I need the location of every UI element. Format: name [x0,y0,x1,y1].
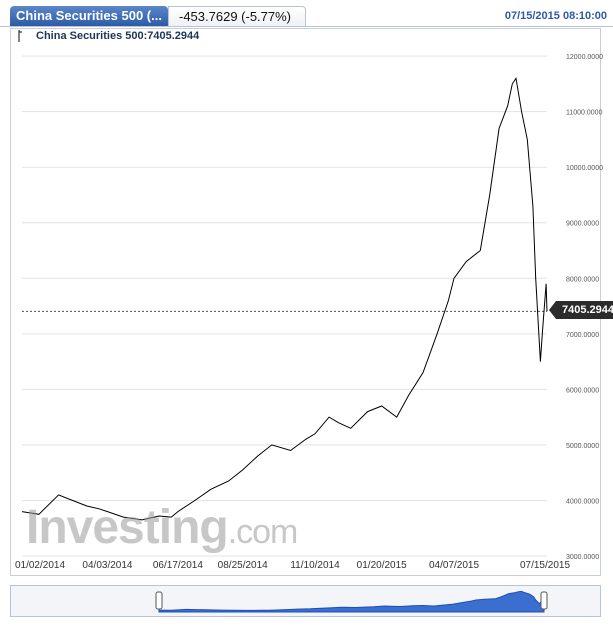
investing-watermark: Investing.com [26,500,299,555]
x-tick-label: 04/07/2015 [429,560,479,571]
instrument-tab[interactable]: China Securities 500 (... [10,6,168,26]
timestamp: 07/15/2015 08:10:00 [504,10,607,22]
x-tick-label: 07/15/2015 [520,560,570,571]
tab-bar: China Securities 500 (... -453.7629 (-5.… [0,0,613,28]
quote-label: China Securities 500:7405.2944 [36,30,200,42]
y-tick-label: 3000.0000 [566,554,599,561]
y-tick-label: 6000.0000 [566,387,599,394]
price-change: -453.7629 (-5.77%) [168,6,306,26]
x-axis-ticks: 01/02/2014 04/03/2014 06/17/2014 08/25/2014… [15,560,570,571]
scroll-handle-left-icon[interactable] [155,591,163,610]
navigator-bar[interactable] [10,585,601,617]
y-tick-label: 7000.0000 [566,332,599,339]
x-tick-label: 04/03/2014 [82,560,132,571]
y-tick-label: 9000.0000 [566,221,599,228]
y-axis-ticks: 12000.0000 11000.0000 10000.0000 9000.0000 8… [566,54,603,561]
header-divider [0,26,613,27]
price-series-line [21,76,548,521]
x-tick-label: 08/25/2014 [218,560,268,571]
x-tick-label: 01/02/2014 [15,560,65,571]
navigator-series-area [158,590,545,613]
y-tick-label: 12000.0000 [566,54,603,61]
y-tick-label: 8000.0000 [566,276,599,283]
x-tick-label: 11/10/2014 [290,560,340,571]
y-tick-label: 4000.0000 [566,498,599,505]
watermark-suffix: .com [227,513,299,551]
grid-lines [22,55,547,557]
current-price-tag: 7405.2944 [549,301,613,319]
chart-tool-icon[interactable] [16,30,22,42]
scroll-handle-right-icon[interactable] [540,591,548,610]
y-tick-label: 11000.0000 [566,110,603,117]
y-tick-label: 5000.0000 [566,443,599,450]
watermark-brand: Investing [26,501,229,554]
x-tick-label: 06/17/2014 [153,560,203,571]
navigator-area[interactable] [11,586,600,616]
x-tick-label: 01/20/2015 [357,560,407,571]
y-tick-label: 10000.0000 [566,165,603,172]
